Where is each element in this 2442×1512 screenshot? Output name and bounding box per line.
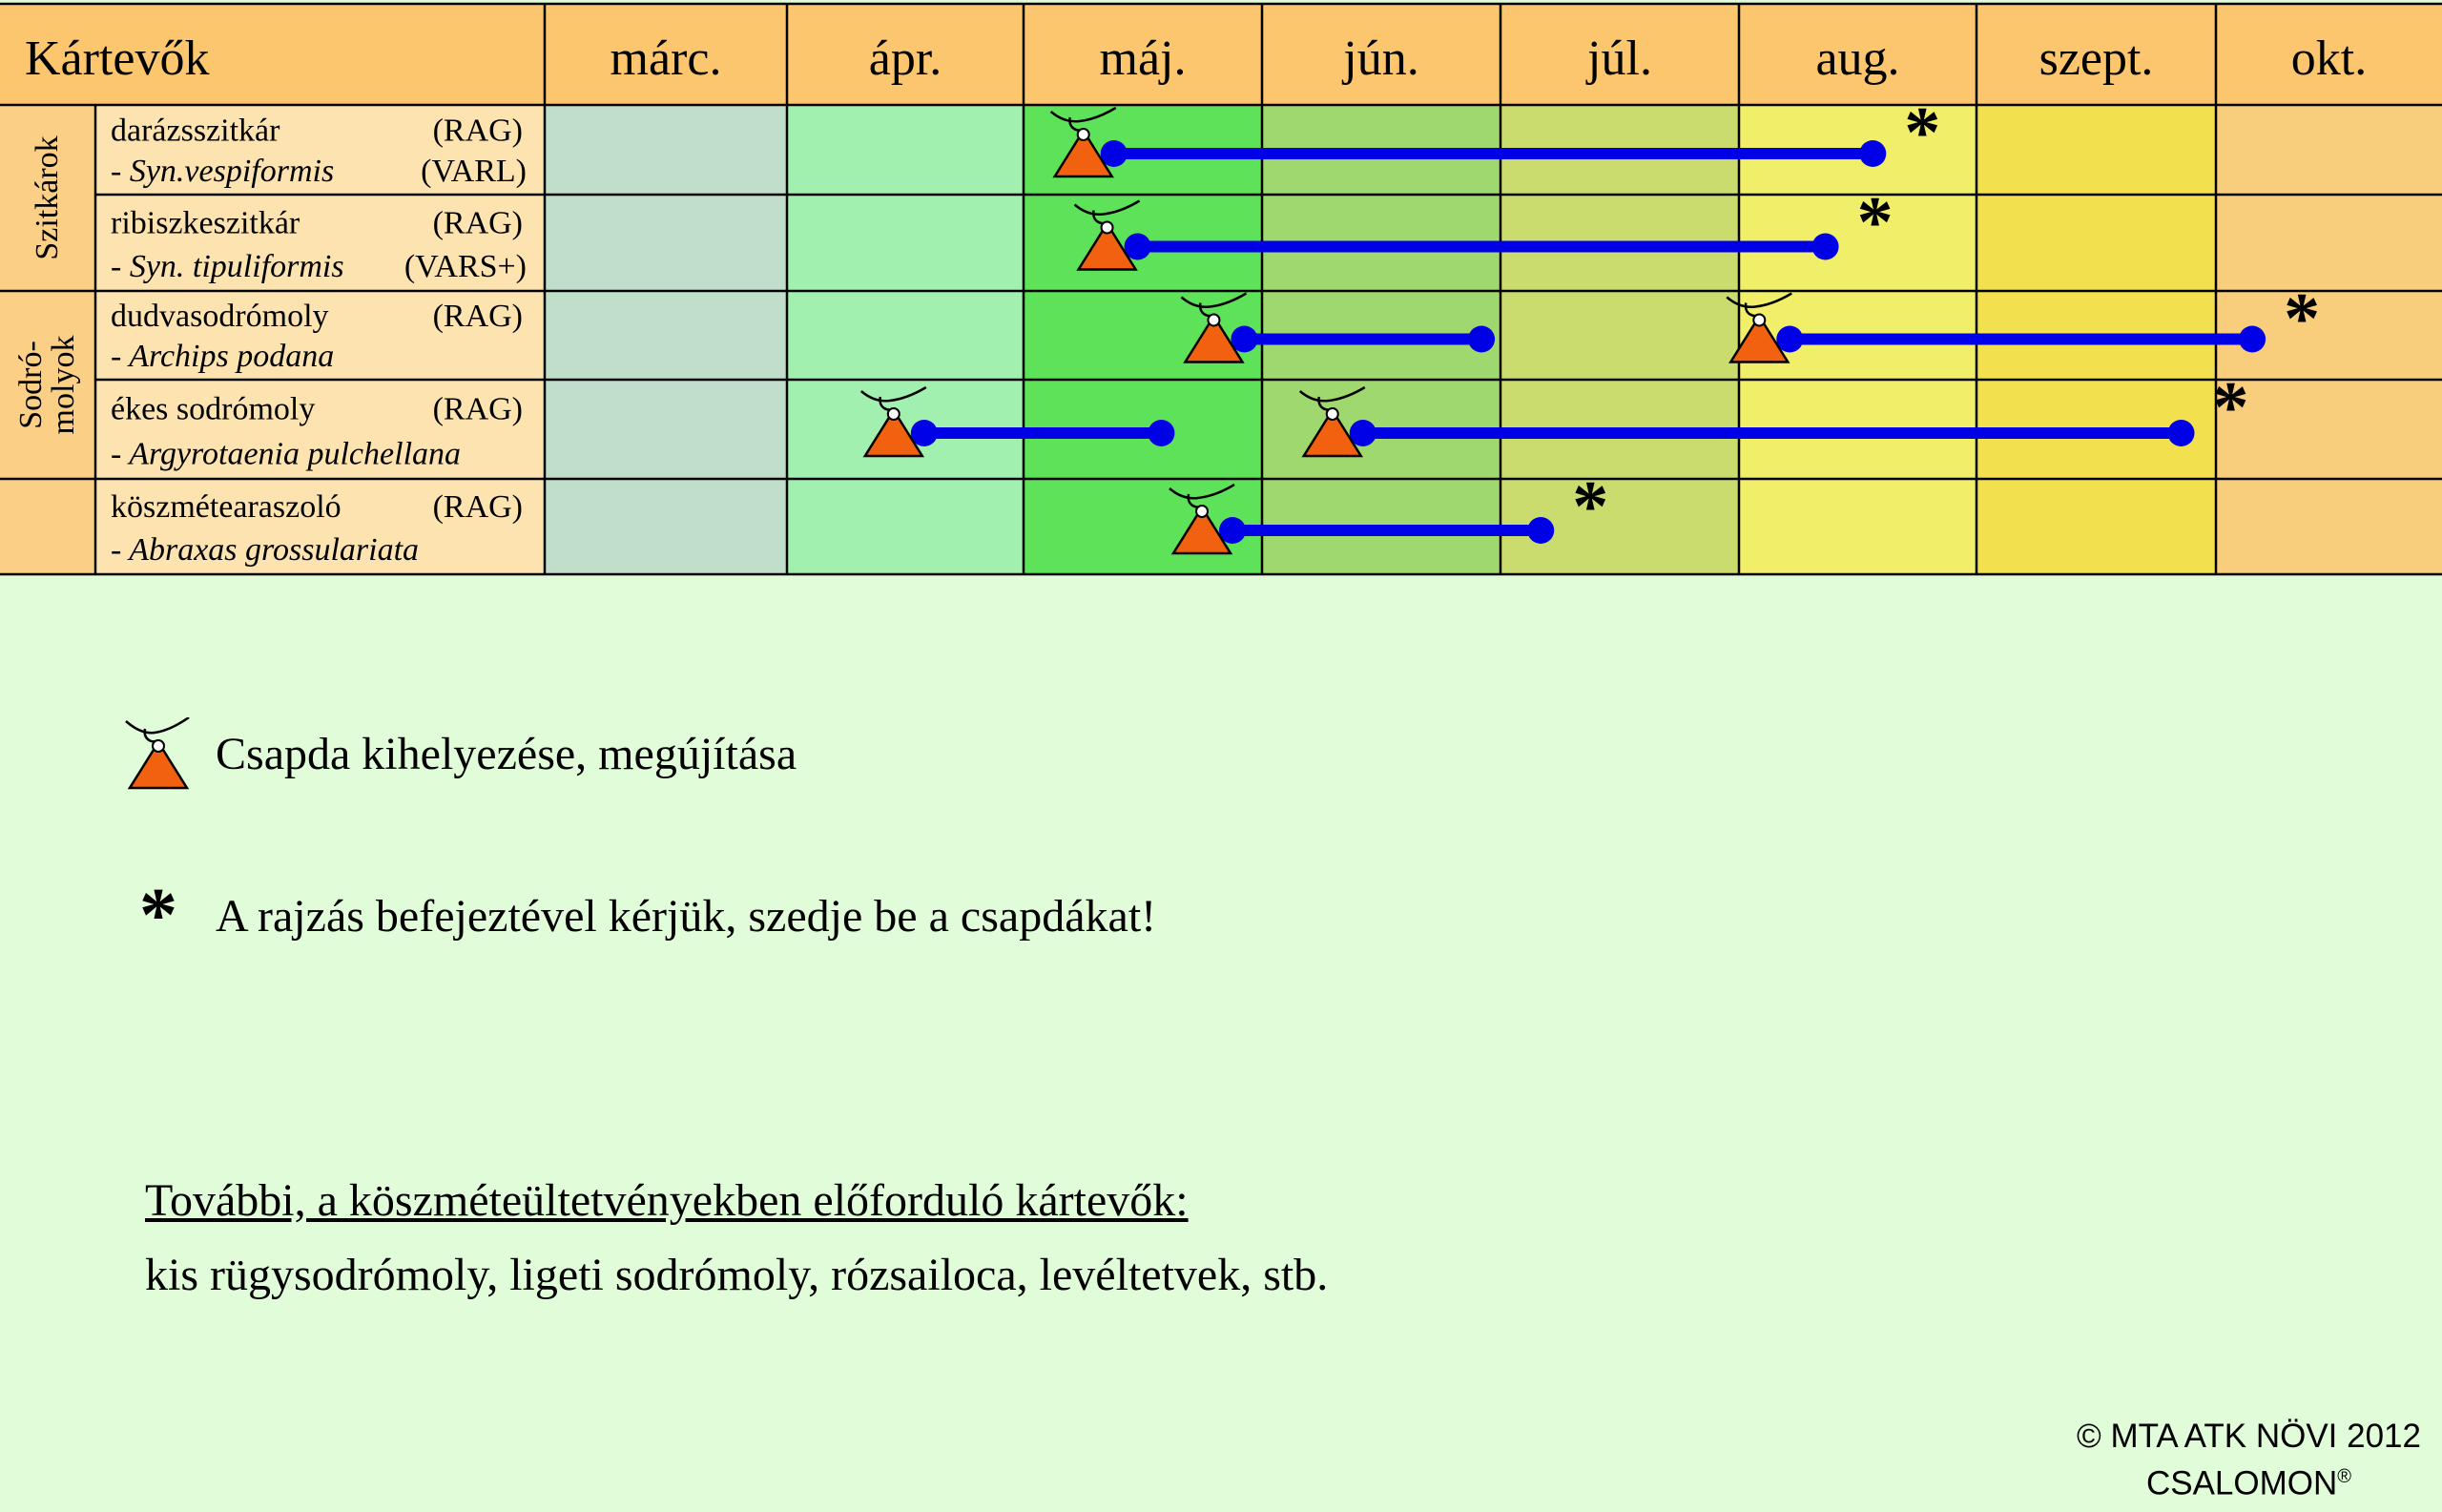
- flight-end-dot: [1148, 420, 1175, 446]
- month-header: márc.: [610, 31, 722, 86]
- trap-body: [1170, 505, 1233, 555]
- pest-latin-name: - Syn. tipuliformis: [111, 249, 344, 284]
- flight-end-dot: [1859, 140, 1887, 167]
- pest-latin-name: - Archips podana: [111, 339, 334, 374]
- registered-mark: ®: [2337, 1466, 2352, 1487]
- flight-end-dot: [1527, 517, 1555, 544]
- month-column: [1500, 105, 1739, 574]
- pest-name: ékes sodrómoly: [111, 392, 315, 427]
- group-label-text: Szitkárok: [30, 135, 65, 259]
- group-label-text: Sodró-: [13, 341, 49, 429]
- legend-trap-label: Csapda kihelyezése, megújítása: [216, 728, 797, 779]
- header-bar: [0, 4, 2442, 105]
- trap-lure: [1195, 505, 1210, 518]
- flight-start-dot: [1124, 233, 1151, 260]
- pest-code: (RAG): [433, 392, 523, 427]
- flight-start-dot: [1100, 140, 1128, 167]
- flight-start-dot: [910, 420, 938, 446]
- trap-hanger: [1169, 483, 1235, 500]
- pest-name: darázsszitkár: [111, 114, 280, 149]
- month-header: okt.: [2291, 31, 2367, 86]
- trap-icon: [1180, 292, 1248, 363]
- pest-code: (VARS+): [404, 249, 527, 284]
- pest-calendar-chart: Kártevők márc. ápr. máj. jún. júl. aug. szept. o…: [0, 2, 2442, 576]
- pest-code: (VARL): [421, 154, 527, 189]
- pest-name: ribiszkeszitkár: [111, 205, 300, 240]
- trap-body: [1183, 314, 1245, 363]
- trap-body: [1728, 314, 1790, 363]
- trap-lure: [1076, 128, 1090, 141]
- pest-label-column: [95, 105, 545, 574]
- month-header: jún.: [1341, 31, 1418, 86]
- trap-hanger: [859, 385, 927, 403]
- trap-body: [1301, 407, 1364, 458]
- pests-header: Kártevők: [25, 31, 209, 86]
- trap-icon: [1298, 385, 1366, 458]
- month-header: szept.: [2039, 31, 2154, 86]
- month-header: aug.: [1815, 31, 1899, 86]
- additional-pests-list: kis rügysodrómoly, ligeti sodrómoly, róz…: [145, 1250, 1329, 1300]
- collect-trap-asterisk: *: [1572, 466, 1608, 547]
- pest-latin-name: - Abraxas grossulariata: [111, 532, 419, 568]
- month-header: máj.: [1100, 31, 1187, 86]
- pest-latin-name: - Argyrotaenia pulchellana: [111, 436, 461, 471]
- group-column: [0, 105, 95, 574]
- trap-body: [862, 407, 925, 458]
- trap-icon: [1073, 199, 1141, 271]
- group-label-text: molyok: [46, 336, 81, 435]
- month-header: júl.: [1585, 31, 1652, 86]
- collect-trap-asterisk: *: [2213, 367, 2249, 447]
- copyright-brand: CSALOMON: [2145, 1464, 2338, 1502]
- trap-hanger: [1180, 292, 1248, 309]
- pest-name: köszmétearaszoló: [111, 489, 341, 525]
- legend-collect-label: A rajzás befejeztével kérjük, szedje be …: [216, 890, 1157, 942]
- additional-pests-title: További, a köszméteültetvényekben előfor…: [145, 1175, 1189, 1226]
- month-column: [545, 105, 787, 574]
- month-column: [787, 105, 1024, 574]
- trap-icon: [125, 717, 190, 790]
- trap-body: [1052, 128, 1114, 178]
- trap-hanger: [1726, 292, 1792, 309]
- trap-hanger: [1298, 385, 1366, 403]
- pest-latin-name: - Syn.vespiformis: [111, 154, 334, 189]
- flight-end-dot: [2239, 325, 2266, 353]
- trap-body: [1076, 221, 1138, 271]
- trap-lure: [1325, 407, 1339, 421]
- flight-end-dot: [1468, 325, 1496, 353]
- flight-start-dot: [1349, 420, 1376, 446]
- flight-start-dot: [1219, 517, 1247, 544]
- legend-collect: * A rajzás befejeztével kérjük, szedje b…: [122, 878, 1156, 954]
- trap-lure: [1752, 313, 1767, 327]
- flight-start-dot: [1231, 325, 1258, 353]
- trap-lure: [886, 407, 900, 421]
- trap-icon: [1726, 292, 1792, 363]
- trap-lure: [1100, 220, 1114, 235]
- trap-hanger: [1049, 106, 1117, 123]
- pest-code: (RAG): [433, 114, 523, 149]
- collect-trap-asterisk: *: [1857, 182, 1894, 262]
- trap-icon: [1169, 483, 1235, 555]
- group-label: Sodró-molyok: [13, 336, 81, 435]
- trap-hanger: [1073, 199, 1141, 217]
- trap-lure: [1207, 313, 1221, 327]
- group-label: Szitkárok: [30, 135, 65, 259]
- pest-code: (RAG): [433, 299, 523, 334]
- pest-name: dudvasodrómoly: [111, 299, 329, 334]
- copyright: © MTA ATK NÖVI 2012 CSALOMON®: [2077, 1416, 2421, 1504]
- asterisk-icon: *: [139, 874, 177, 958]
- flight-end-dot: [2167, 420, 2195, 446]
- collect-trap-asterisk: *: [2284, 279, 2320, 359]
- trap-icon: [859, 385, 927, 458]
- pest-code: (RAG): [433, 205, 523, 240]
- additional-pests: További, a köszméteültetvényekben előfor…: [145, 1164, 1328, 1313]
- copyright-line1: © MTA ATK NÖVI 2012: [2076, 1418, 2421, 1455]
- trap-icon: [1049, 106, 1117, 178]
- collect-trap-asterisk: *: [1904, 93, 1940, 173]
- month-header: ápr.: [869, 31, 942, 86]
- pest-code: (RAG): [433, 489, 523, 525]
- flight-start-dot: [1776, 325, 1804, 353]
- legend-trap: Csapda kihelyezése, megújítása: [122, 717, 797, 790]
- flight-end-dot: [1811, 233, 1839, 260]
